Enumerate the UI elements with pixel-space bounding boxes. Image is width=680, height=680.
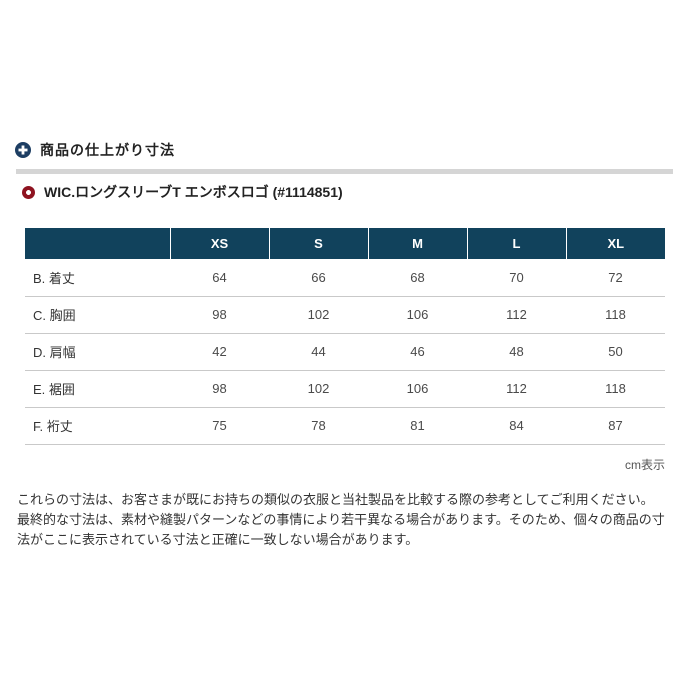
measurement-value: 48 [467,333,566,371]
size-table-header-row: XS S M L XL [25,228,665,259]
measurement-value: 106 [368,370,467,408]
measurement-label: B. 着丈 [25,259,170,297]
footer-note-line-2: 最終的な寸法は、素材や縫製パターンなどの事情により若干異なる場合があります。その… [17,511,665,547]
measurement-value: 44 [269,333,368,371]
size-table-corner-cell [25,228,170,259]
measurement-value: 84 [467,407,566,445]
measurement-value: 70 [467,259,566,297]
measurement-value: 66 [269,259,368,297]
measurement-value: 72 [566,259,665,297]
size-column-header-s: S [268,228,368,259]
measurement-label: D. 肩幅 [25,333,170,371]
measurement-value: 102 [269,370,368,408]
size-column-header-l: L [466,228,566,259]
measurement-value: 118 [566,296,665,334]
section-title: 商品の仕上がり寸法 [40,142,175,158]
measurement-value: 87 [566,407,665,445]
measurement-value: 50 [566,333,665,371]
measurement-value: 81 [368,407,467,445]
measurement-value: 75 [170,407,269,445]
measurement-label: F. 裄丈 [25,407,170,445]
table-row: F. 裄丈 75 78 81 84 87 [25,407,665,445]
measurement-value: 42 [170,333,269,371]
table-row: D. 肩幅 42 44 46 48 50 [25,333,665,371]
measurement-value: 112 [467,296,566,334]
product-title-row: WIC.ロングスリーブT エンボスロゴ (#1114851) [22,184,680,200]
measurement-value: 112 [467,370,566,408]
sizing-section: 商品の仕上がり寸法 WIC.ロングスリーブT エンボスロゴ (#1114851)… [0,141,680,550]
measurement-value: 68 [368,259,467,297]
red-bullet-icon [22,185,35,199]
size-column-header-xs: XS [169,228,269,259]
measurement-label: C. 胸囲 [25,296,170,334]
product-title: WIC.ロングスリーブT エンボスロゴ (#1114851) [44,184,343,200]
measurement-value: 64 [170,259,269,297]
size-table: XS S M L XL B. 着丈 64 66 68 70 72 C. 胸囲 98 102 106 112 1… [25,228,665,445]
footer-note-line-1: これらの寸法は、お客さまが既にお持ちの類似の衣服と当社製品を比較する際の参考とし… [17,491,654,507]
measurement-value: 46 [368,333,467,371]
section-header: 商品の仕上がり寸法 [15,141,680,159]
table-row: C. 胸囲 98 102 106 112 118 [25,296,665,334]
measurement-value: 98 [170,370,269,408]
unit-note: cm表示 [625,457,665,472]
measurement-value: 78 [269,407,368,445]
measurement-value: 98 [170,296,269,334]
footer-note: これらの寸法は、お客さまが既にお持ちの類似の衣服と当社製品を比較する際の参考とし… [17,490,672,550]
section-divider [16,169,673,174]
measurement-value: 106 [368,296,467,334]
table-row: B. 着丈 64 66 68 70 72 [25,259,665,297]
measurement-value: 102 [269,296,368,334]
measurement-value: 118 [566,370,665,408]
size-column-header-m: M [367,228,467,259]
table-row: E. 裾囲 98 102 106 112 118 [25,370,665,408]
size-column-header-xl: XL [565,228,665,259]
plus-circle-icon [15,142,31,158]
size-table-body: B. 着丈 64 66 68 70 72 C. 胸囲 98 102 106 112 118 D. 肩幅 4… [25,259,665,445]
measurement-label: E. 裾囲 [25,370,170,408]
